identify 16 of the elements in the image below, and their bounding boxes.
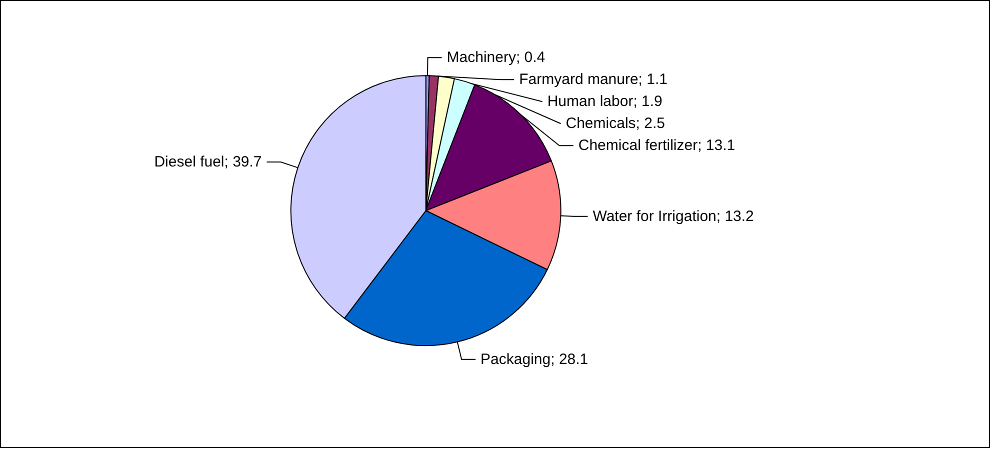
data-label: ; 1.9 bbox=[633, 93, 662, 110]
slice-label: Machinery bbox=[446, 49, 516, 66]
data-label: ; 28.1 bbox=[550, 350, 588, 368]
slice-label: Water for Irrigation bbox=[592, 208, 716, 225]
data-label: ; 13.1 bbox=[698, 137, 736, 154]
data-label: ; 1.1 bbox=[638, 71, 668, 88]
slice-label: Packaging bbox=[480, 350, 551, 368]
slice-label: Chemicals bbox=[566, 115, 636, 132]
slice-label: Chemical fertilizer bbox=[578, 137, 698, 154]
data-label: ; 0.4 bbox=[516, 49, 546, 66]
data-label: ; 39.7 bbox=[224, 153, 262, 170]
slice-label: Diesel fuel bbox=[154, 153, 224, 170]
data-label: ; 13.2 bbox=[716, 208, 754, 225]
data-label: ; 2.5 bbox=[636, 115, 665, 132]
slice-label: Farmyard manure bbox=[519, 71, 638, 88]
slice-label: Human labor bbox=[547, 93, 634, 110]
